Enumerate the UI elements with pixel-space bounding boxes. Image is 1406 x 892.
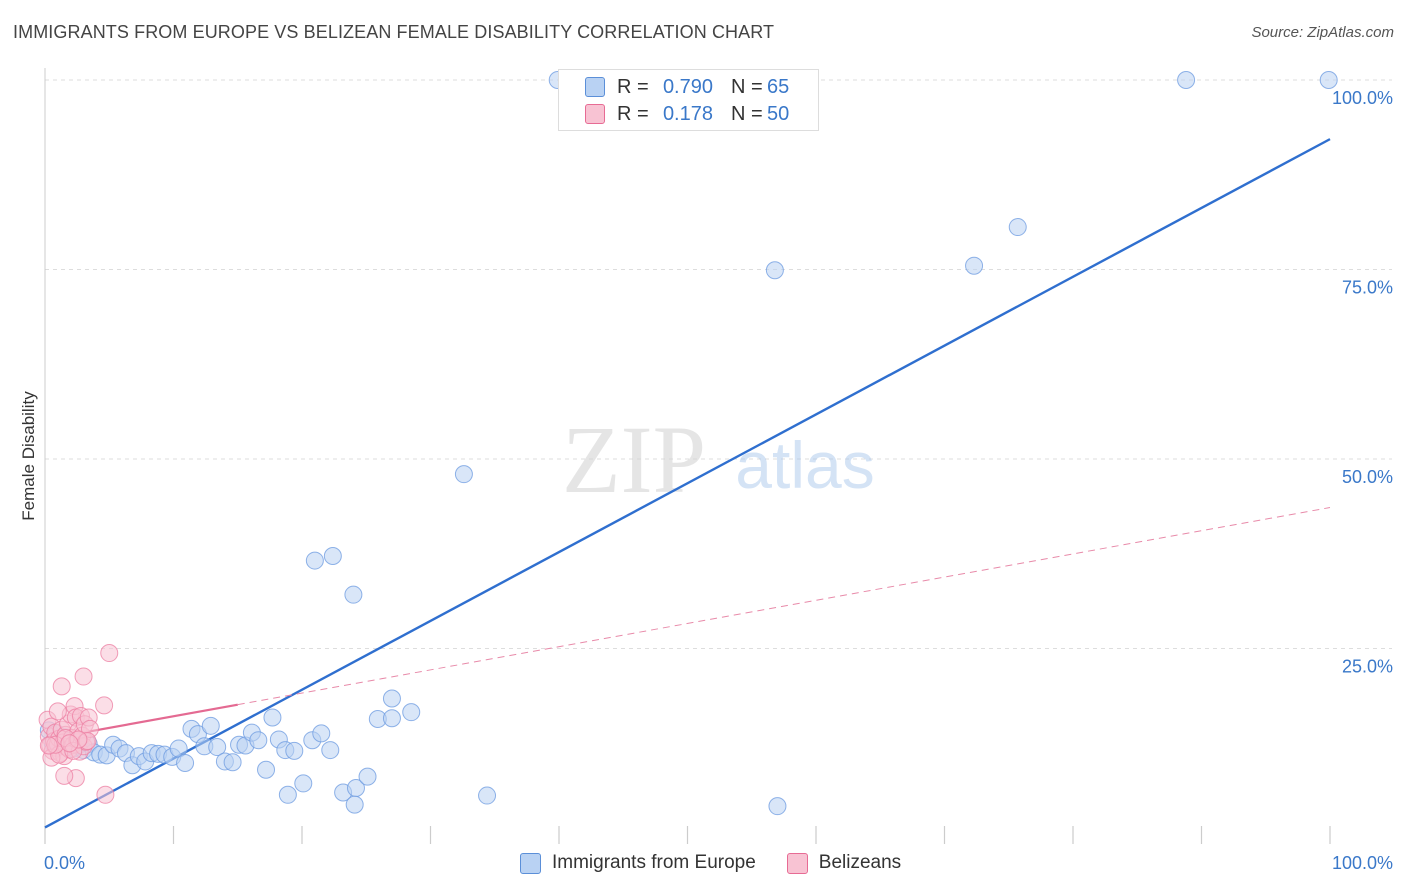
data-point-europe [285, 741, 304, 760]
data-point-europe [1177, 71, 1196, 89]
data-point-belizeans [55, 766, 74, 785]
legend-n-label: N = [731, 102, 763, 125]
legend-label-belizeans: Belizeans [818, 852, 902, 873]
legend-row-belizeans: R = 0.178 N = 50 [585, 102, 789, 126]
y-tick-label: 50.0% [1342, 467, 1393, 487]
data-point-europe [294, 774, 313, 793]
data-point-europe [323, 547, 342, 566]
data-point-belizeans [95, 696, 114, 715]
legend-r-value-europe: 0.790 [662, 75, 713, 98]
legend-n-value-belizeans: 50 [767, 102, 790, 125]
trend-line-belizeans-extension [237, 507, 1331, 706]
correlation-legend: R = 0.790 N = 65 R = 0.178 N = 50 [558, 69, 819, 131]
data-point-europe [208, 738, 227, 757]
data-point-europe [223, 753, 242, 772]
data-points [38, 71, 1338, 816]
data-point-europe [402, 703, 421, 722]
trend-lines [44, 138, 1331, 829]
data-point-europe [1319, 71, 1338, 89]
data-point-europe [454, 465, 473, 484]
legend-item-belizeans[interactable]: Belizeans [786, 852, 902, 874]
data-point-europe [358, 767, 377, 786]
data-point-belizeans [100, 644, 119, 663]
data-point-europe [176, 753, 195, 772]
x-tick-label: 100.0% [1332, 853, 1393, 873]
data-point-europe [263, 708, 282, 727]
series-legend: Immigrants from Europe Belizeans [520, 852, 932, 874]
data-point-europe [382, 709, 401, 728]
y-tick-label: 75.0% [1342, 278, 1393, 298]
trend-line-europe [44, 138, 1331, 829]
data-point-europe [382, 689, 401, 708]
source-label: Source: ZipAtlas.com [1251, 24, 1394, 41]
legend-swatch-europe [585, 77, 605, 97]
tick-labels: 25.0% 50.0% 75.0% 100.0% 0.0% 100.0% [44, 88, 1393, 873]
data-point-belizeans [48, 702, 67, 721]
watermark-zip: ZIP [562, 406, 706, 513]
data-point-europe [478, 786, 497, 805]
data-point-europe [257, 760, 276, 779]
data-point-belizeans [60, 734, 79, 753]
legend-r-value-belizeans: 0.178 [662, 102, 713, 125]
legend-swatch-europe [520, 852, 541, 874]
x-tick-label: 0.0% [44, 853, 85, 873]
data-point-europe [345, 795, 364, 814]
legend-row-europe: R = 0.790 N = 65 [585, 75, 789, 99]
legend-n-value-europe: 65 [767, 75, 790, 98]
data-point-europe [278, 785, 297, 804]
data-point-europe [249, 731, 268, 750]
legend-swatch-belizeans [585, 104, 605, 124]
chart-title: IMMIGRANTS FROM EUROPE VS BELIZEAN FEMAL… [13, 22, 775, 42]
legend-r-label: R = [617, 75, 649, 98]
data-point-europe [201, 716, 220, 735]
watermark-atlas: atlas [735, 428, 874, 502]
legend-label-europe: Immigrants from Europe [552, 852, 756, 873]
legend-item-europe[interactable]: Immigrants from Europe [520, 852, 756, 874]
grid [45, 79, 1392, 649]
data-point-europe [768, 797, 787, 816]
legend-n-label: N = [731, 75, 763, 98]
data-point-belizeans [39, 736, 58, 755]
y-axis-label: Female Disability [19, 391, 38, 521]
axes [44, 68, 1331, 844]
y-tick-label: 25.0% [1342, 657, 1393, 677]
data-point-europe [344, 585, 363, 604]
data-point-europe [765, 261, 784, 280]
watermark: ZIP atlas [562, 406, 875, 513]
data-point-europe [305, 551, 324, 570]
data-point-belizeans [52, 677, 71, 696]
y-tick-label: 100.0% [1332, 88, 1393, 108]
data-point-europe [312, 724, 331, 743]
legend-swatch-belizeans [786, 852, 808, 874]
legend-r-label: R = [617, 102, 649, 125]
data-point-europe [321, 741, 340, 760]
data-point-belizeans [74, 667, 93, 686]
data-point-europe [965, 256, 984, 275]
data-point-belizeans [96, 785, 115, 804]
data-point-europe [1008, 218, 1027, 237]
